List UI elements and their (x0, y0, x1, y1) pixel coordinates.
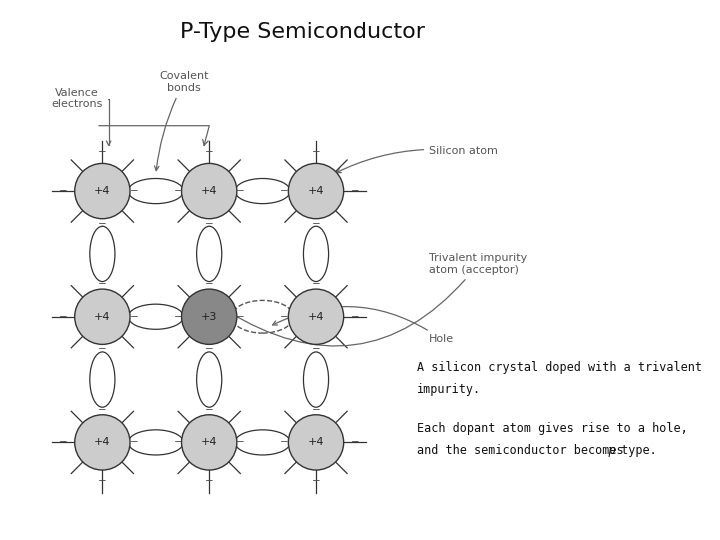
Text: −: − (98, 345, 107, 354)
Circle shape (181, 164, 237, 219)
Text: −: − (312, 345, 320, 354)
Text: and the semiconductor becomes: and the semiconductor becomes (417, 444, 630, 457)
Ellipse shape (128, 304, 184, 329)
Text: −: − (351, 437, 359, 448)
Circle shape (289, 164, 343, 219)
Circle shape (289, 415, 343, 470)
Ellipse shape (128, 430, 184, 455)
Text: impurity.: impurity. (417, 383, 481, 396)
Text: Each dopant atom gives rise to a hole,: Each dopant atom gives rise to a hole, (417, 422, 688, 435)
Text: −: − (236, 312, 245, 322)
Text: −: − (98, 279, 107, 289)
Text: −: − (204, 219, 214, 229)
Circle shape (75, 164, 130, 219)
Text: −: − (130, 186, 138, 196)
Text: +4: +4 (201, 186, 217, 196)
Text: Trivalent impurity
atom (acceptor): Trivalent impurity atom (acceptor) (227, 253, 527, 346)
Text: +4: +4 (94, 186, 111, 196)
Text: −: − (280, 312, 289, 322)
Text: −: − (312, 476, 320, 487)
Ellipse shape (232, 300, 293, 333)
Text: −: − (204, 345, 214, 354)
Text: −: − (351, 312, 359, 322)
Text: −: − (236, 186, 245, 196)
Text: −: − (98, 405, 107, 415)
Ellipse shape (303, 226, 328, 281)
Text: −: − (98, 219, 107, 229)
Text: −: − (174, 312, 182, 322)
Ellipse shape (90, 226, 115, 281)
Text: +4: +4 (94, 437, 111, 448)
Ellipse shape (235, 304, 290, 329)
Text: P-Type Semiconductor: P-Type Semiconductor (180, 22, 425, 42)
Text: −: − (59, 312, 68, 322)
Text: −: − (130, 312, 138, 322)
Text: −: − (280, 437, 289, 448)
Text: −: − (204, 147, 214, 157)
Text: +4: +4 (307, 186, 324, 196)
Text: −: − (312, 147, 320, 157)
Ellipse shape (128, 179, 184, 204)
Text: p: p (607, 444, 615, 457)
Text: −: − (130, 437, 138, 448)
Text: −: − (312, 219, 320, 229)
Text: +4: +4 (307, 312, 324, 322)
Circle shape (181, 289, 237, 345)
Text: −: − (59, 186, 68, 196)
Text: −: − (98, 147, 107, 157)
Text: A silicon crystal doped with a trivalent: A silicon crystal doped with a trivalent (417, 361, 701, 374)
Ellipse shape (197, 226, 222, 281)
Text: −: − (351, 186, 359, 196)
Text: −: − (312, 405, 320, 415)
Text: −: − (204, 405, 214, 415)
Text: +4: +4 (201, 437, 217, 448)
Text: +3: +3 (201, 312, 217, 322)
Text: +4: +4 (307, 437, 324, 448)
Text: Silicon atom: Silicon atom (336, 146, 498, 173)
Circle shape (75, 289, 130, 345)
Text: −: − (59, 437, 68, 448)
Ellipse shape (90, 352, 115, 407)
Text: −: − (98, 476, 107, 487)
Text: −: − (174, 186, 182, 196)
Circle shape (75, 415, 130, 470)
Ellipse shape (235, 179, 290, 204)
Ellipse shape (197, 352, 222, 407)
Ellipse shape (303, 352, 328, 407)
Ellipse shape (235, 430, 290, 455)
Text: −: − (204, 279, 214, 289)
Text: Covalent
bonds: Covalent bonds (155, 71, 209, 171)
Text: −: − (174, 437, 182, 448)
Text: Hole: Hole (273, 307, 454, 345)
Text: type.: type. (613, 444, 657, 457)
Circle shape (181, 415, 237, 470)
Circle shape (289, 289, 343, 345)
Text: +4: +4 (94, 312, 111, 322)
Text: Valence
electrons: Valence electrons (52, 88, 111, 145)
Text: −: − (236, 437, 245, 448)
Text: −: − (312, 279, 320, 289)
Text: −: − (204, 476, 214, 487)
Text: −: − (280, 186, 289, 196)
